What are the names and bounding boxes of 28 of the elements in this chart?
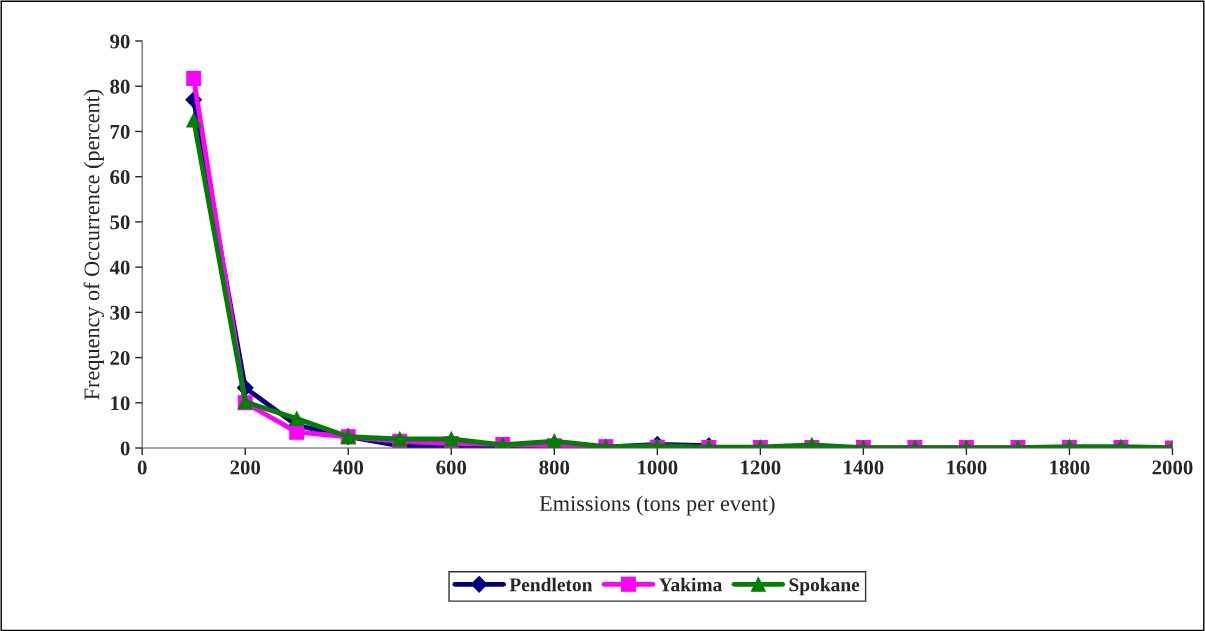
x-axis-title: Emissions (tons per event) <box>539 495 775 516</box>
legend-label: Yakima <box>658 577 723 592</box>
y-tick-label: 0 <box>120 441 130 456</box>
y-tick-label: 80 <box>110 79 130 94</box>
y-tick-label: 90 <box>110 34 130 49</box>
x-tick-label: 0 <box>137 460 147 475</box>
point <box>186 112 202 128</box>
legend-label: Pendleton <box>509 577 593 592</box>
x-tick-label: 200 <box>230 460 261 475</box>
x-tick-label: 1000 <box>638 460 678 475</box>
x-tick-label: 1800 <box>1050 460 1090 475</box>
x-tick-label: 400 <box>332 460 364 475</box>
x-tick-label: 800 <box>539 460 570 475</box>
y-tick-label: 10 <box>111 396 130 411</box>
x-tick-label: 1200 <box>741 460 781 475</box>
x-tick-label: 600 <box>436 460 467 475</box>
point <box>186 71 202 87</box>
y-tick-label: 40 <box>109 260 130 275</box>
x-tick-label: 1400 <box>844 460 884 475</box>
y-tick-label: 30 <box>110 305 130 320</box>
legend-label: Spokane <box>789 577 860 596</box>
y-tick-label: 70 <box>110 124 130 139</box>
y-tick-label: 50 <box>110 215 130 230</box>
x-tick-label: 2000 <box>1152 460 1193 475</box>
y-tick-label: 20 <box>110 350 130 365</box>
y-axis-title: Frequency of Occurrence (percent) <box>83 89 104 400</box>
x-tick-label: 1600 <box>947 460 987 475</box>
y-tick-label: 60 <box>110 170 130 185</box>
